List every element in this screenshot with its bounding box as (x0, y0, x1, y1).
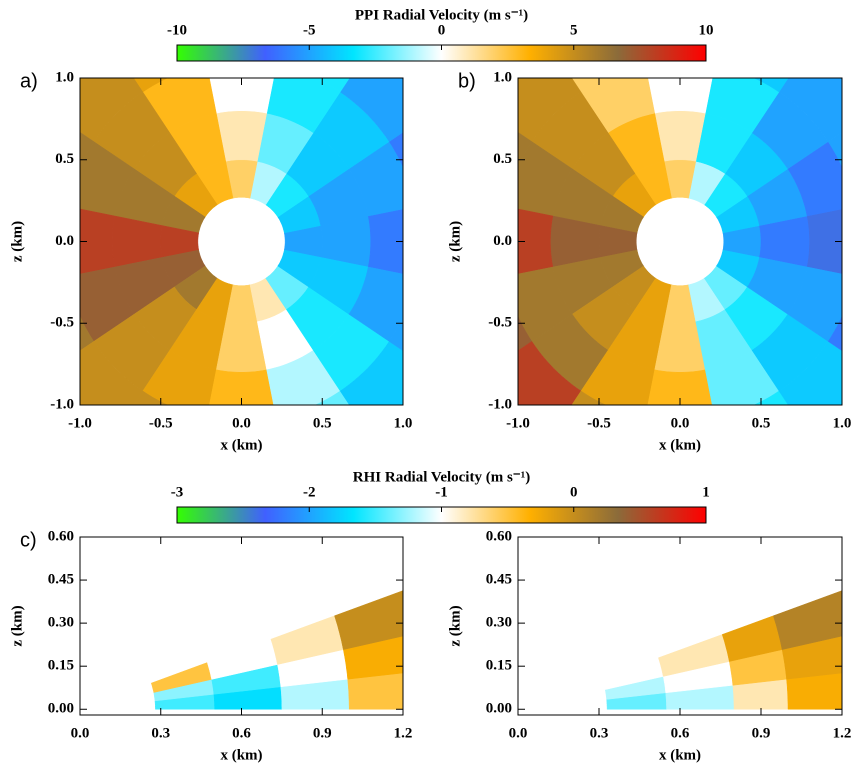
y-axis-label: z (km) (447, 605, 463, 646)
x-tick-label: 1.0 (394, 415, 413, 431)
y-tick-label: 0.0 (493, 233, 512, 249)
cell (367, 208, 403, 275)
colorbar-title: PPI Radial Velocity (m s⁻¹) (355, 7, 528, 23)
colorbar-tick-label: 0 (570, 484, 578, 500)
y-tick-label: -1.0 (488, 396, 512, 412)
cells (151, 590, 403, 710)
panel-label: c) (20, 529, 37, 551)
x-tick-label: 0.0 (232, 415, 251, 431)
y-tick-label: 0.60 (486, 528, 512, 544)
colorbar-title: RHI Radial Velocity (m s⁻¹) (353, 469, 530, 485)
panel-label: b) (458, 70, 476, 92)
y-tick-label: 1.0 (55, 69, 74, 85)
x-axis-label: x (km) (220, 437, 262, 453)
x-tick-label: 0.0 (71, 725, 90, 741)
cell (571, 390, 607, 405)
y-axis-label: z (km) (447, 221, 463, 262)
x-tick-label: 1.2 (833, 725, 852, 741)
x-tick-label: 0.3 (590, 725, 609, 741)
cell (647, 78, 713, 114)
x-tick-label: 0.3 (151, 725, 170, 741)
cell (753, 78, 789, 93)
y-axis-label: z (km) (9, 221, 25, 262)
x-axis-label: x (km) (659, 747, 701, 763)
colorbar-tick-label: 1 (702, 484, 710, 500)
cell (209, 78, 274, 114)
x-tick-label: 0.9 (752, 725, 771, 741)
x-tick-label: 0.6 (232, 725, 251, 741)
y-tick-label: 0.45 (48, 572, 74, 588)
colorbar-tick-label: -2 (303, 484, 316, 500)
y-tick-label: 0.15 (48, 658, 74, 674)
y-tick-label: 0.45 (486, 572, 512, 588)
y-tick-label: -0.5 (50, 315, 74, 331)
x-tick-label: -0.5 (149, 415, 173, 431)
y-tick-label: -1.0 (50, 396, 74, 412)
cell (416, 195, 476, 288)
x-tick-label: 0.5 (313, 415, 332, 431)
y-tick-label: 1.0 (493, 69, 512, 85)
cell (647, 369, 713, 405)
cell (518, 131, 533, 168)
colorbar-tick-label: -1 (435, 484, 448, 500)
cell (80, 131, 95, 168)
x-tick-label: 1.0 (833, 415, 852, 431)
x-axis-label: x (km) (659, 437, 701, 453)
y-tick-label: 0.30 (486, 615, 512, 631)
cell (314, 78, 350, 93)
x-tick-label: -1.0 (506, 415, 530, 431)
panel-label: a) (20, 70, 38, 92)
x-tick-label: 0.5 (752, 415, 771, 431)
colorbar-tick-label: -10 (167, 22, 187, 38)
colorbar-tick-label: 10 (699, 22, 714, 38)
x-tick-label: 1.2 (394, 725, 413, 741)
cell (133, 390, 169, 405)
x-axis-label: x (km) (220, 747, 262, 763)
y-axis-label: z (km) (9, 605, 25, 646)
y-tick-label: 0.5 (55, 151, 74, 167)
cell (772, 590, 842, 650)
cell (806, 208, 842, 275)
cell (334, 590, 403, 650)
cells (601, 590, 842, 710)
y-tick-label: 0.5 (493, 151, 512, 167)
y-tick-label: -0.5 (488, 315, 512, 331)
x-tick-label: 0.6 (671, 725, 690, 741)
colorbar-tick-label: 5 (570, 22, 578, 38)
x-tick-label: 0.0 (509, 725, 528, 741)
cell (209, 369, 274, 405)
x-tick-label: -0.5 (587, 415, 611, 431)
cells (518, 78, 842, 405)
cell (388, 315, 403, 352)
y-tick-label: 0.0 (55, 233, 74, 249)
x-tick-label: 0.9 (313, 725, 332, 741)
colorbar-tick-label: -3 (171, 484, 184, 500)
x-tick-label: -1.0 (68, 415, 92, 431)
cells (80, 78, 476, 405)
y-tick-label: 0.00 (48, 701, 74, 717)
y-tick-label: 0.60 (48, 528, 74, 544)
colorbar-tick-label: 0 (438, 22, 446, 38)
y-tick-label: 0.15 (486, 658, 512, 674)
y-tick-label: 0.00 (486, 701, 512, 717)
x-tick-label: 0.0 (671, 415, 690, 431)
colorbar-tick-label: -5 (303, 22, 316, 38)
cell (827, 315, 842, 352)
y-tick-label: 0.30 (48, 615, 74, 631)
